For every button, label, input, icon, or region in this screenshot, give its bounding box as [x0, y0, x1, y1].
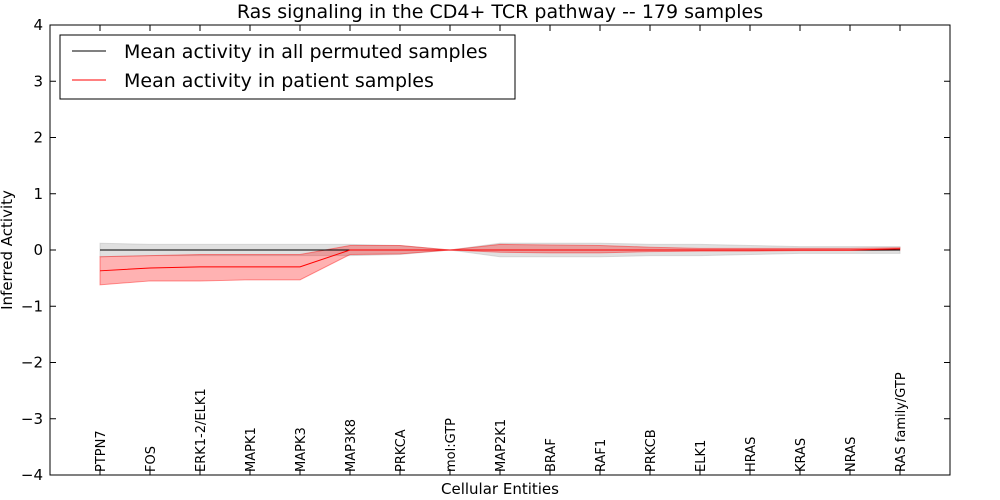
legend-label-permuted: Mean activity in all permuted samples	[124, 41, 487, 63]
x-tick-label: RAF1	[594, 439, 609, 472]
x-tick-label: MAPK3	[294, 427, 309, 472]
y-tick-label: 3	[33, 72, 43, 90]
legend: Mean activity in all permuted samples Me…	[59, 34, 516, 100]
x-tick-label: MAPK1	[244, 427, 259, 472]
x-tick-label: MAP3K8	[344, 419, 359, 472]
y-tick-label: −3	[21, 410, 43, 428]
x-tick-label: HRAS	[744, 437, 759, 472]
x-tick-label: ERK1-2/ELK1	[194, 388, 209, 472]
legend-label-patient: Mean activity in patient samples	[124, 70, 434, 92]
x-tick-label: PRKCB	[644, 429, 659, 472]
x-tick-label: BRAF	[544, 438, 559, 472]
y-tick-label: −1	[21, 297, 43, 315]
chart-title: Ras signaling in the CD4+ TCR pathway --…	[237, 1, 763, 23]
x-tick-label: ELK1	[694, 440, 709, 472]
legend-box	[59, 34, 516, 100]
x-tick-label: mol:GTP	[444, 418, 459, 472]
x-tick-label: NRAS	[844, 437, 859, 472]
x-tick-label: RAS family/GTP	[894, 372, 909, 472]
x-tick-label: KRAS	[794, 438, 809, 472]
plot-area	[99, 242, 901, 286]
y-tick-label: −4	[21, 466, 43, 484]
y-axis-title: Inferred Activity	[0, 190, 16, 310]
x-tick-label: PRKCA	[394, 429, 409, 472]
axes: 4 3 2 1 0 −1 −2 −3 −4 PTPN7 FOS ERK1-2/ELK1 MAPK1 MAP…	[21, 16, 950, 484]
y-tick-label: −2	[21, 354, 43, 372]
y-tick-label: 0	[33, 241, 43, 259]
x-tick-label: PTPN7	[94, 430, 109, 472]
y-tick-label: 2	[33, 129, 43, 147]
y-tick-label: 1	[33, 185, 43, 203]
x-tick-label: MAP2K1	[494, 419, 509, 472]
patient-mean-line	[99, 248, 901, 272]
x-axis-title: Cellular Entities	[441, 480, 559, 498]
y-tick-label: 4	[33, 16, 43, 34]
x-tick-label: FOS	[144, 446, 159, 472]
